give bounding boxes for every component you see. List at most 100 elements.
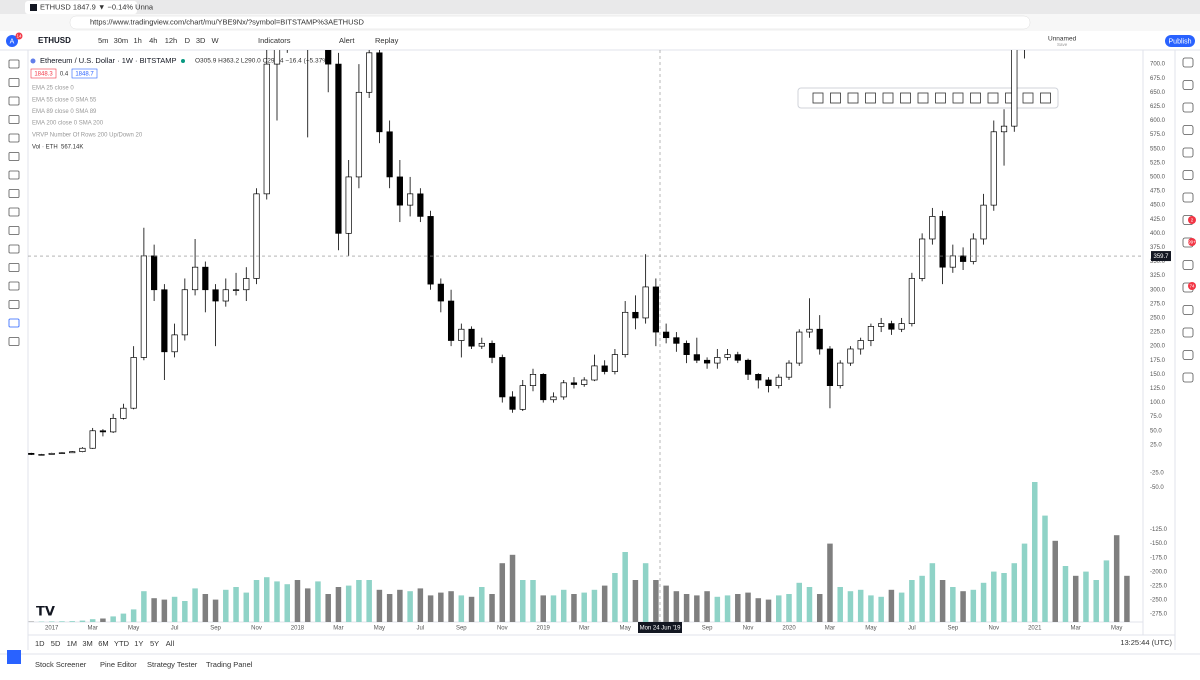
indicator-legend-item[interactable]: EMA 89 close 0 SMA 89 [32,109,97,115]
interval[interactable]: 3D [196,36,206,45]
volume-bar [971,590,977,622]
y-tick-label: 175.0 [1150,358,1166,364]
sidebar-icon[interactable] [1183,306,1193,315]
indicator-legend-item[interactable]: EMA 55 close 0 SMA 55 [32,97,97,103]
tool-icon[interactable] [9,282,19,290]
sidebar-icon[interactable] [1183,193,1193,202]
bottom-tab[interactable]: Stock Screener [35,660,87,669]
sidebar-icon[interactable] [1183,351,1193,360]
volume-bar [172,597,178,622]
y-tick-label: 575.0 [1150,132,1166,138]
tool-icon[interactable] [9,338,19,346]
x-tick-label: Mar [825,626,835,632]
candle-body [592,366,598,380]
sidebar-icon[interactable] [1183,81,1193,90]
tool-icon[interactable] [9,208,19,216]
x-tick-label: Mar [333,626,343,632]
volume-bar [305,588,311,622]
range-button[interactable]: 5D [51,639,61,648]
sidebar-icon[interactable] [1183,58,1193,67]
tool-icon[interactable] [9,319,19,327]
indicator-legend-item[interactable]: VRVP Number Of Rows 200 Up/Down 20 [32,132,143,138]
sidebar-icon[interactable] [1183,148,1193,157]
tool-icon[interactable] [9,97,19,105]
candle-body [59,453,65,454]
interval[interactable]: 5m [98,36,108,45]
candle-body [837,363,843,386]
bottom-tab[interactable]: Pine Editor [100,660,137,669]
volume-bar [919,576,925,622]
interval[interactable]: 30m [114,36,129,45]
tool-icon[interactable] [9,153,19,161]
range-button[interactable]: 1M [67,639,77,648]
indicator-legend-item[interactable]: EMA 200 close 0 SMA 200 [32,121,104,127]
candle-body [971,239,977,262]
sidebar-icon[interactable] [1183,261,1193,270]
tool-icon[interactable] [9,264,19,272]
range-button[interactable]: 3M [82,639,92,648]
sidebar-icon[interactable] [1183,328,1193,337]
tool-icon[interactable] [9,79,19,87]
y-tick-label: 50.0 [1150,428,1162,434]
tool-icon[interactable] [9,134,19,142]
tool-icon[interactable] [9,227,19,235]
tool-icon[interactable] [9,245,19,253]
candle-body [745,360,751,374]
tool-icon[interactable] [9,190,19,198]
range-button[interactable]: 6M [98,639,108,648]
candle-body [571,383,577,385]
alert-button[interactable]: Alert [339,36,355,45]
tool-icon[interactable] [9,116,19,124]
volume-bar [715,597,721,622]
y-tick-label: 425.0 [1150,217,1166,223]
crosshair-date: Mon 24 Jun '19 [640,626,682,632]
range-button[interactable]: 1D [35,639,45,648]
interval[interactable]: 12h [165,36,178,45]
range-button[interactable]: YTD [114,639,130,648]
y-tick-label: 300.0 [1150,287,1166,293]
y-tick-label: -275.0 [1150,612,1168,618]
range-button[interactable]: All [166,639,175,648]
volume-bar [49,621,55,622]
symbol[interactable]: ETHUSD [38,36,71,45]
indicator-legend-item[interactable]: EMA 25 close 0 [32,86,74,92]
panel-toggle[interactable] [7,650,21,664]
volume-bar [592,590,598,622]
candle-body [848,349,854,363]
interval[interactable]: W [212,36,220,45]
candle-body [213,290,219,301]
tool-icon[interactable] [9,301,19,309]
bottom-tab[interactable]: Trading Panel [206,660,253,669]
candle-body [540,374,546,399]
sidebar-icon[interactable] [1183,103,1193,112]
y-tick-label: 525.0 [1150,160,1166,166]
range-button[interactable]: 1Y [134,639,143,648]
volume-bar [735,594,741,622]
interval[interactable]: D [185,36,191,45]
volume-bar [80,621,86,622]
volume-bar [254,580,260,622]
candle-body [18,453,24,454]
volume-bar [151,598,157,622]
range-button[interactable]: 5Y [150,639,159,648]
tool-icon[interactable] [9,171,19,179]
interval[interactable]: 1h [134,36,142,45]
sidebar-icon[interactable] [1183,373,1193,382]
volume-bar [90,619,96,622]
volume-bar [981,583,987,622]
candle-body [878,324,884,327]
interval[interactable]: 4h [149,36,157,45]
volume-bar [69,621,75,622]
y-tick-label: 675.0 [1150,76,1166,82]
sidebar-icon[interactable] [1183,171,1193,180]
indicators-button[interactable]: Indicators [258,36,291,45]
candle-body [735,355,741,361]
candle-body [110,418,116,432]
volume-bar [991,572,997,622]
sidebar-icon[interactable] [1183,126,1193,135]
volume-bar [500,563,506,622]
tool-icon[interactable] [9,60,19,68]
bottom-tab[interactable]: Strategy Tester [147,660,198,669]
candle-body [653,287,659,332]
replay-button[interactable]: Replay [375,36,399,45]
